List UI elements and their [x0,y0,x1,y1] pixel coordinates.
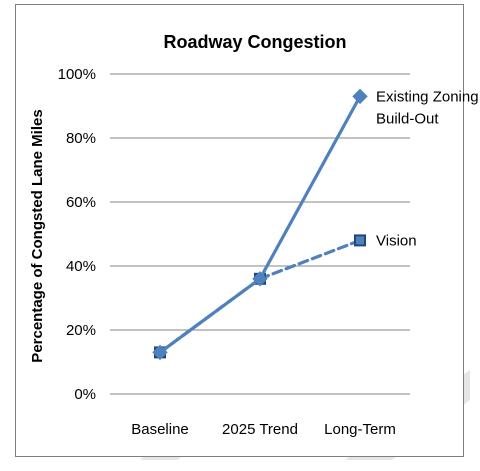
series-label: Build-Out [376,110,439,127]
data-point-marker [354,234,366,247]
series-labels: Existing Zoning Build-Out Vision [376,88,479,249]
data-point-marker [252,271,268,287]
series-group [152,88,368,361]
series-label: Vision [376,232,417,249]
y-axis-ticks: 0% 20% 40% 60% 80% 100% [58,66,96,403]
y-tick-label: 80% [66,130,96,147]
chart-frame [15,4,464,457]
series-line-segment [258,94,362,281]
data-point-marker [152,344,168,361]
series-existing-zoning-build-out [152,88,368,361]
y-tick-label: 40% [66,258,96,275]
x-tick-label: 2025 Trend [222,421,298,438]
x-tick-label: Long-Term [324,421,396,438]
y-tick-label: 60% [66,194,96,211]
x-tick-label: Baseline [131,421,189,438]
series-line-segment [258,238,362,281]
y-tick-label: 100% [58,66,96,83]
y-axis-label: Percentage of Congsted Lane Miles [29,109,46,362]
y-tick-label: 20% [66,322,96,339]
gridlines [110,73,410,331]
data-point-marker [352,88,368,105]
x-axis-ticks: Baseline 2025 Trend Long-Term [131,421,396,438]
series-line-segment [158,277,262,354]
y-tick-label: 0% [74,386,96,403]
chart-title: Roadway Congestion [163,32,346,52]
series-label: Existing Zoning [376,88,479,105]
